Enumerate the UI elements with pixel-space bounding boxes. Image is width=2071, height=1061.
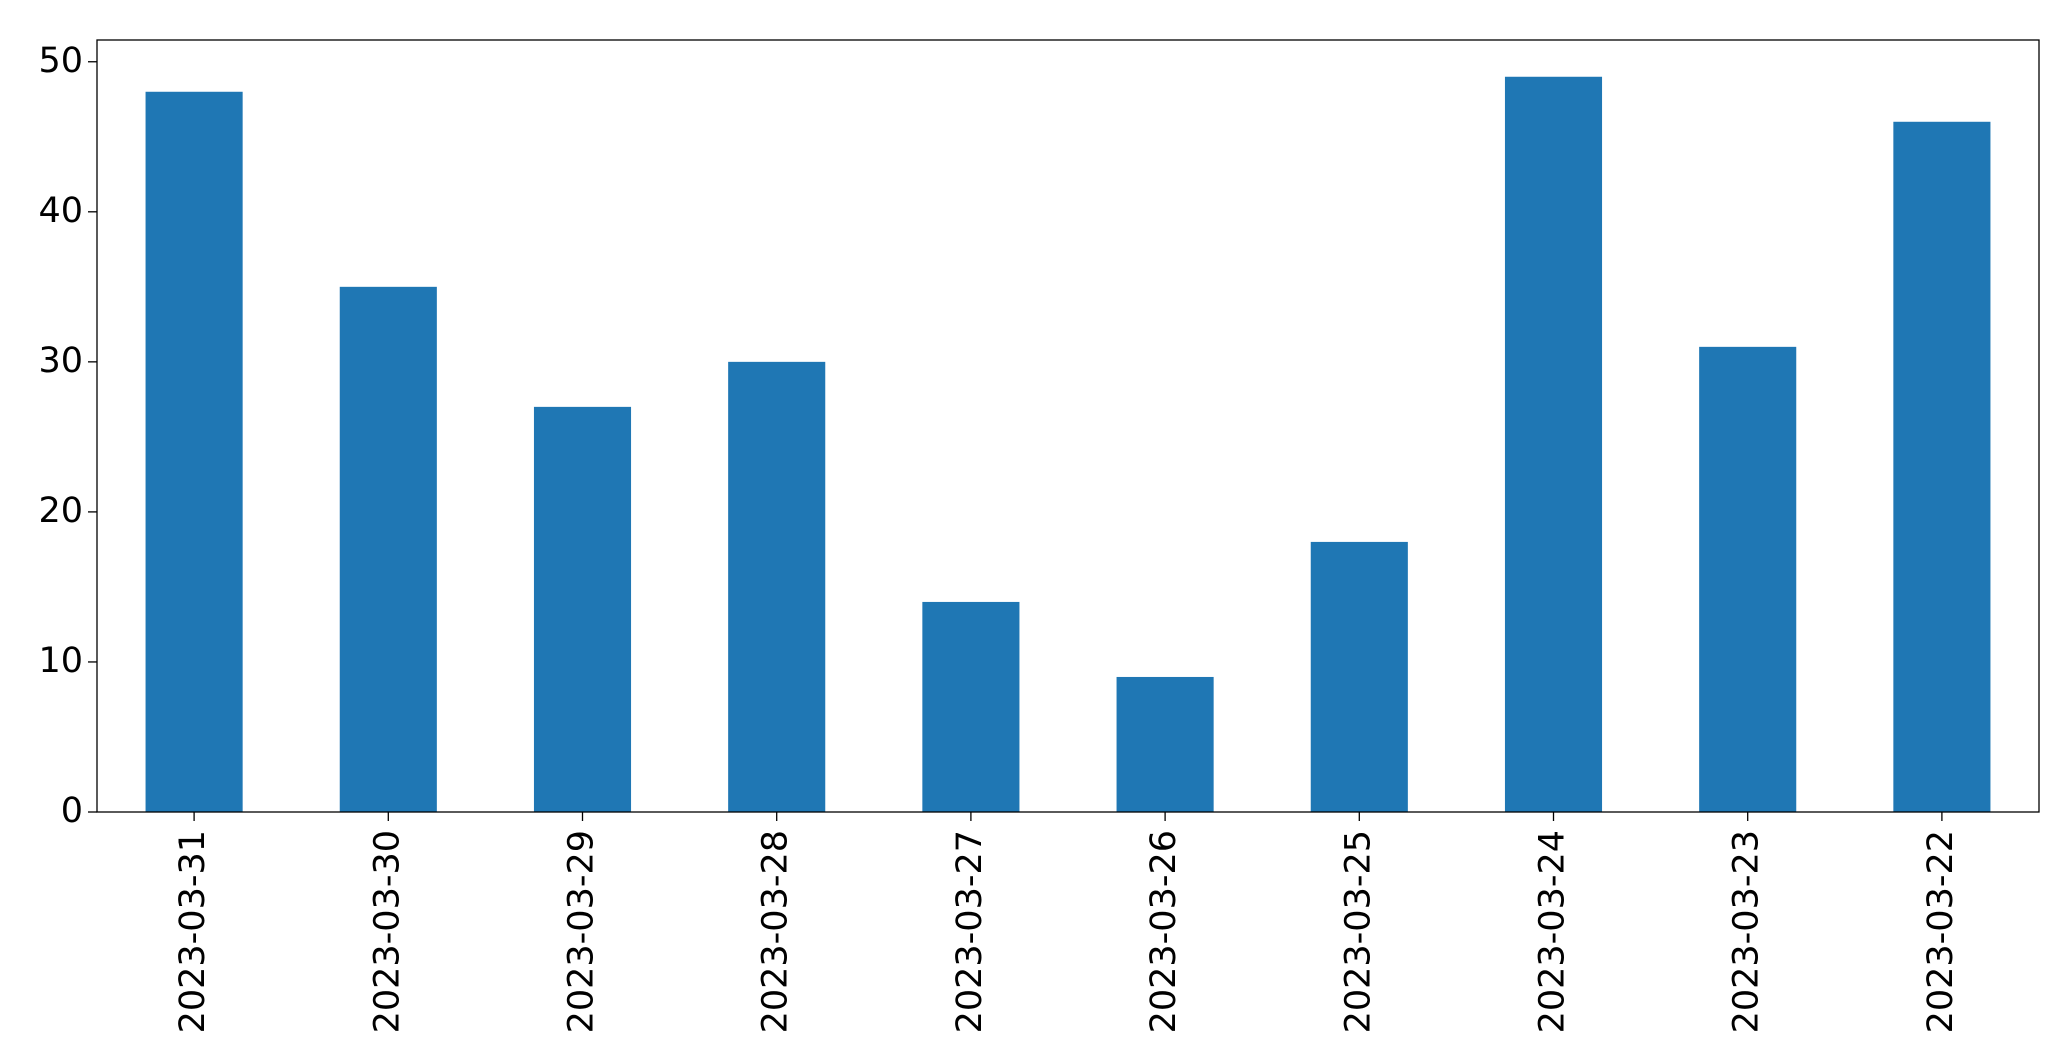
x-tick-label: 2023-03-31 [173, 830, 213, 1033]
x-axis: 2023-03-31 2023-03-30 2023-03-29 2023-03-28… [173, 812, 1961, 1033]
bar-2023-03-29 [533, 406, 632, 812]
y-tick-label: 50 [38, 41, 83, 81]
bar-2023-03-25 [1310, 541, 1408, 812]
bars-group [145, 76, 1991, 812]
bar-2023-03-24 [1504, 76, 1603, 812]
y-tick-label: 10 [38, 641, 83, 681]
bar-2023-03-23 [1699, 346, 1797, 812]
x-tick-label: 2023-03-28 [756, 830, 796, 1033]
bar-2023-03-26 [1116, 676, 1214, 812]
plot-frame [96, 39, 2040, 813]
y-tick-label: 20 [38, 491, 83, 531]
x-tick-label: 2023-03-25 [1338, 830, 1378, 1033]
x-tick-label: 2023-03-26 [1144, 830, 1184, 1033]
x-tick-label: 2023-03-23 [1727, 830, 1767, 1033]
bar-2023-03-22 [1893, 121, 1991, 812]
y-axis: 0 10 20 30 40 50 [38, 41, 97, 831]
x-tick-label: 2023-03-29 [562, 830, 602, 1033]
bar-2023-03-31 [145, 91, 243, 812]
y-tick-label: 40 [38, 191, 83, 231]
y-tick-label: 0 [61, 791, 83, 831]
x-tick-label: 2023-03-22 [1921, 830, 1961, 1033]
x-tick-label: 2023-03-30 [367, 830, 407, 1033]
x-tick-label: 2023-03-27 [950, 830, 990, 1033]
x-tick-label: 2023-03-24 [1533, 830, 1573, 1033]
bar-2023-03-28 [728, 361, 826, 812]
bar-2023-03-30 [339, 286, 437, 812]
bar-2023-03-27 [922, 601, 1020, 812]
y-tick-label: 30 [38, 341, 83, 381]
